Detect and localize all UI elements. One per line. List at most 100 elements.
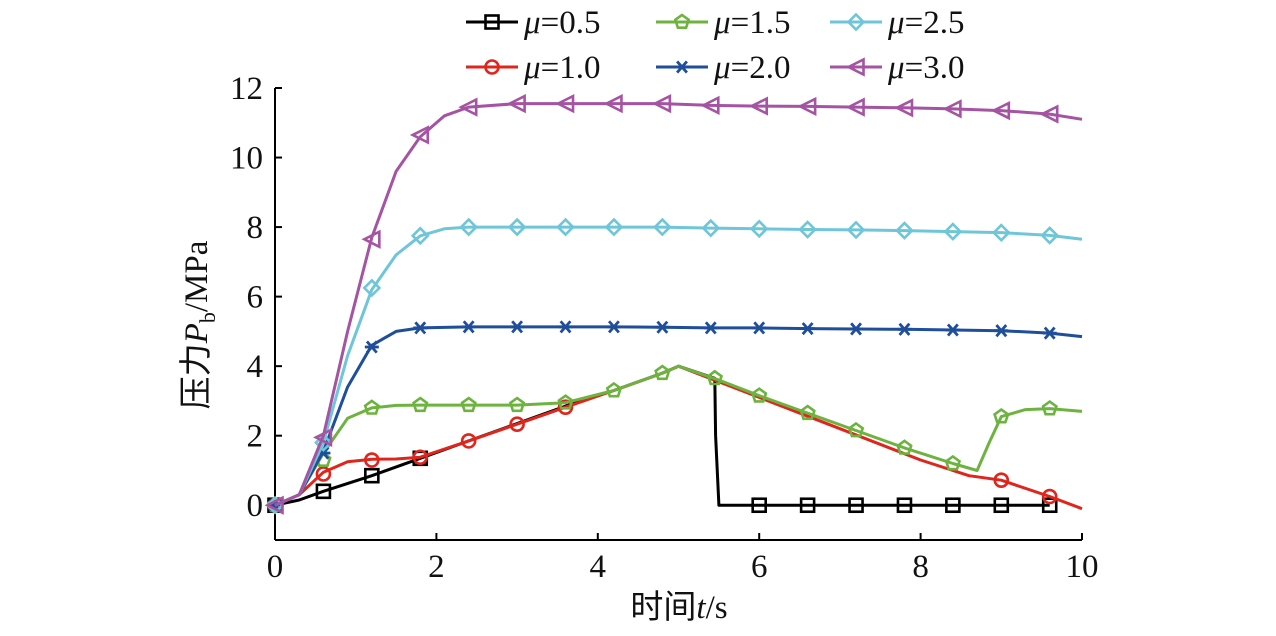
legend-label: μ=2.0 bbox=[713, 50, 790, 86]
data-point-marker bbox=[1041, 399, 1058, 416]
data-point-marker bbox=[555, 94, 575, 114]
data-point-marker bbox=[654, 364, 671, 381]
data-point-marker bbox=[361, 229, 381, 249]
legend-label: μ=1.0 bbox=[523, 50, 600, 86]
data-point-marker bbox=[460, 433, 477, 449]
x-axis-title-var: t bbox=[696, 590, 706, 626]
data-point-marker bbox=[315, 483, 332, 500]
legend-item: μ=2.0 bbox=[656, 50, 790, 86]
x-tick-label: 8 bbox=[912, 549, 929, 585]
data-point-marker bbox=[557, 399, 574, 415]
data-point-marker bbox=[264, 495, 284, 515]
legend-label: μ=3.0 bbox=[887, 50, 964, 86]
data-point-marker bbox=[364, 452, 380, 468]
data-point-marker bbox=[605, 381, 623, 398]
legend-item: μ=1.0 bbox=[466, 50, 600, 86]
data-point-marker bbox=[894, 98, 914, 118]
data-point-marker bbox=[653, 217, 672, 237]
x-axis-title-prefix: 时间 bbox=[630, 590, 696, 626]
data-point-marker bbox=[510, 320, 525, 334]
data-point-marker bbox=[362, 278, 382, 298]
data-point-marker bbox=[507, 217, 527, 237]
series-4 bbox=[268, 320, 1083, 512]
series-line bbox=[274, 364, 1083, 511]
data-point-marker bbox=[990, 100, 1011, 121]
data-point-marker bbox=[750, 387, 768, 403]
data-point-marker bbox=[1041, 488, 1058, 505]
data-point-marker bbox=[749, 219, 769, 239]
legend-marker bbox=[484, 59, 500, 75]
data-point-marker bbox=[896, 439, 913, 455]
legend-item: μ=0.5 bbox=[466, 5, 600, 41]
legend-label: μ=0.5 bbox=[523, 5, 600, 41]
series-line bbox=[274, 364, 1083, 507]
data-point-marker bbox=[847, 421, 865, 438]
data-point-marker bbox=[363, 399, 381, 415]
data-point-marker bbox=[993, 497, 1010, 514]
data-point-marker bbox=[364, 340, 379, 354]
data-point-marker bbox=[849, 322, 864, 336]
data-point-marker bbox=[701, 218, 721, 238]
data-point-marker bbox=[944, 454, 962, 471]
data-point-marker bbox=[797, 96, 817, 117]
data-point-marker bbox=[751, 497, 768, 514]
data-point-marker bbox=[606, 320, 621, 334]
legend-marker bbox=[675, 60, 689, 74]
data-point-marker bbox=[509, 416, 525, 433]
data-point-marker bbox=[895, 221, 914, 240]
x-axis-title-unit: /s bbox=[706, 590, 728, 626]
data-point-marker bbox=[364, 467, 380, 484]
data-point-marker bbox=[313, 427, 333, 448]
y-tick-label: 12 bbox=[230, 71, 263, 107]
data-point-marker bbox=[458, 97, 478, 117]
data-point-marker bbox=[994, 324, 1009, 338]
data-point-marker bbox=[993, 472, 1010, 488]
data-point-marker bbox=[655, 320, 670, 334]
x-tick-label: 4 bbox=[590, 549, 607, 585]
data-point-marker bbox=[315, 466, 332, 482]
data-point-marker bbox=[651, 94, 672, 114]
y-tick-label: 0 bbox=[247, 488, 264, 524]
data-point-marker bbox=[800, 322, 815, 336]
data-point-marker bbox=[1041, 497, 1058, 514]
data-point-marker bbox=[459, 217, 479, 237]
series-5 bbox=[265, 217, 1083, 515]
data-point-marker bbox=[846, 220, 866, 240]
data-point-marker bbox=[706, 369, 724, 386]
data-point-marker bbox=[942, 99, 962, 119]
data-point-marker bbox=[557, 394, 574, 410]
y-axis-title-sub: b bbox=[195, 312, 220, 323]
series-line bbox=[274, 325, 1083, 507]
data-point-marker bbox=[752, 321, 767, 335]
series-3 bbox=[266, 364, 1083, 513]
y-tick-label: 6 bbox=[247, 280, 264, 316]
x-axis-title: 时间t/s bbox=[630, 590, 727, 626]
data-point-marker bbox=[943, 222, 963, 241]
x-tick-label: 0 bbox=[267, 549, 284, 585]
data-point-marker bbox=[508, 396, 526, 413]
legend-item: μ=1.5 bbox=[656, 5, 790, 41]
series-1 bbox=[267, 364, 1058, 514]
data-point-marker bbox=[412, 449, 429, 466]
series-layer bbox=[264, 94, 1083, 515]
y-tick-label: 4 bbox=[247, 349, 264, 385]
legend-marker bbox=[846, 12, 866, 32]
data-point-marker bbox=[993, 408, 1010, 424]
data-point-marker bbox=[1042, 326, 1057, 340]
data-point-marker bbox=[799, 404, 816, 421]
series-line bbox=[274, 102, 1083, 507]
data-point-marker bbox=[604, 217, 624, 237]
y-axis-title-unit: /MPa bbox=[179, 240, 215, 312]
data-point-marker bbox=[556, 217, 575, 237]
legend-item: μ=2.5 bbox=[830, 5, 964, 41]
data-point-marker bbox=[945, 323, 960, 337]
y-tick-label: 2 bbox=[247, 419, 264, 455]
data-point-marker bbox=[558, 320, 573, 334]
series-2 bbox=[267, 364, 1083, 514]
legend-marker bbox=[845, 57, 865, 77]
data-point-marker bbox=[945, 497, 961, 514]
data-point-marker bbox=[991, 223, 1011, 242]
x-tick-label: 2 bbox=[428, 549, 445, 585]
